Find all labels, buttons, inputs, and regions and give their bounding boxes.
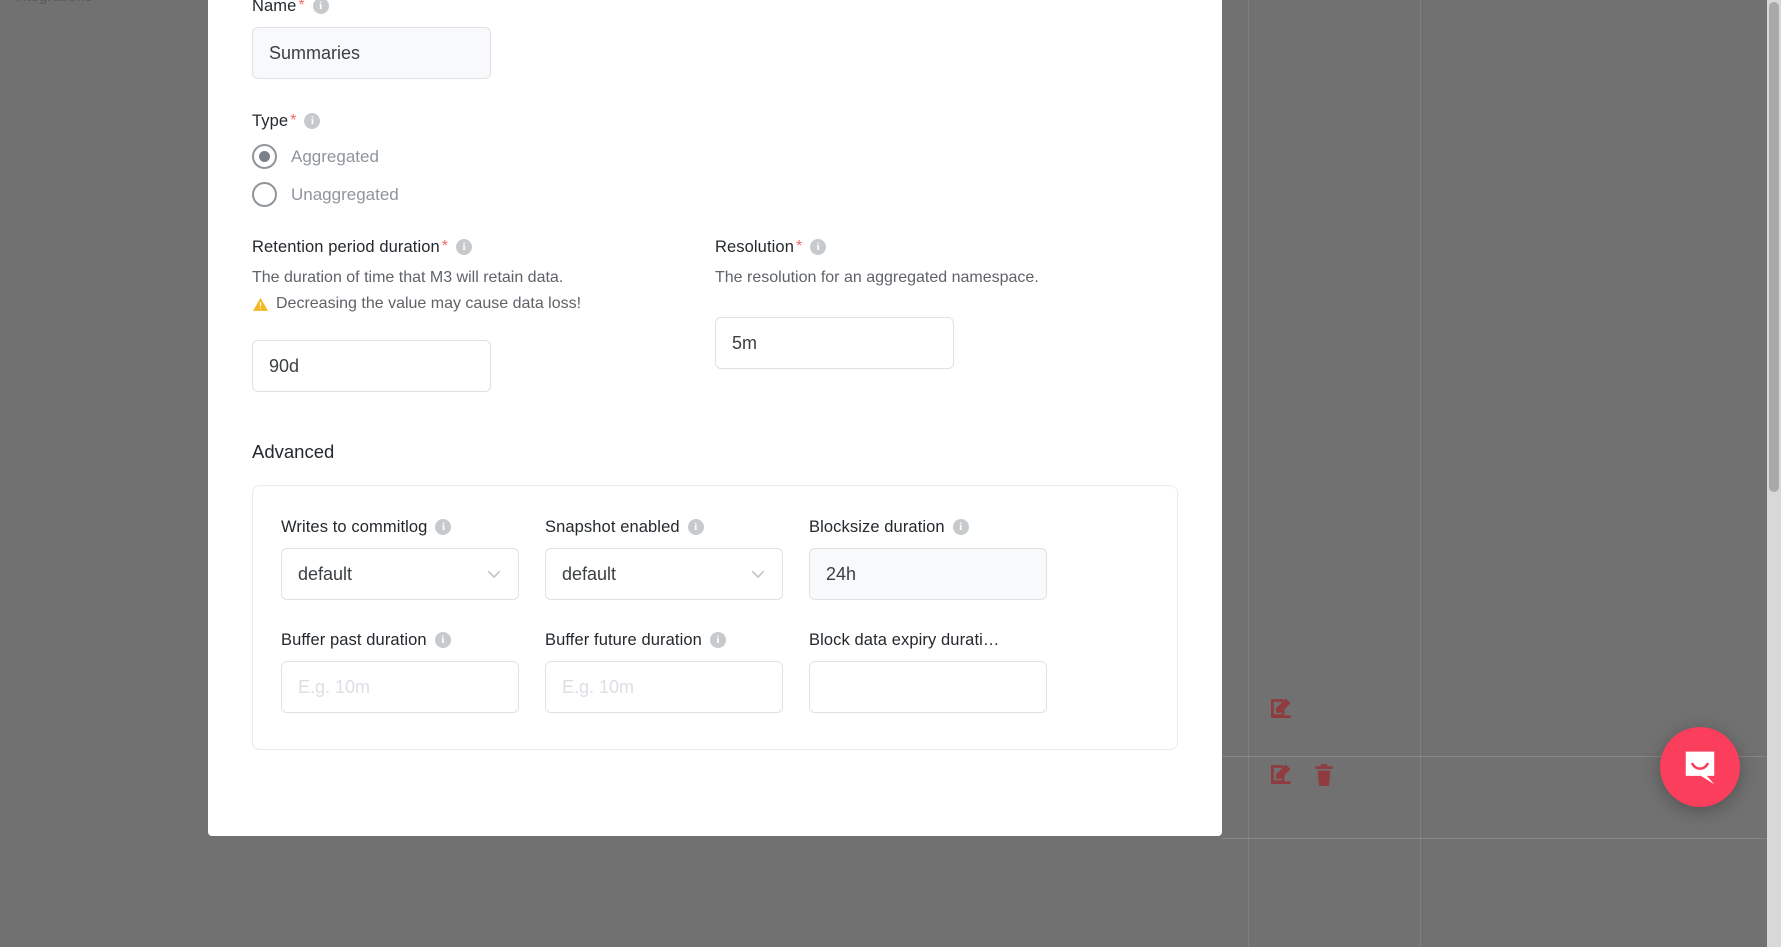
backdrop-partial-label: Integrations	[14, 0, 92, 5]
snapshot-enabled-select[interactable]: default	[545, 548, 783, 600]
namespace-edit-dialog: Name * i Type * i Aggregated	[208, 0, 1222, 836]
label-text: Snapshot enabled	[545, 518, 680, 536]
blocksize-duration-input[interactable]	[809, 548, 1047, 600]
select-value: default	[298, 563, 353, 584]
radio-option-aggregated[interactable]: Aggregated	[252, 144, 1178, 169]
resolution-description: The resolution for an aggregated namespa…	[715, 269, 1039, 286]
retention-input[interactable]	[252, 340, 491, 392]
retention-label-text: Retention period duration	[252, 238, 440, 256]
radio-label: Aggregated	[291, 146, 379, 166]
retention-field-group: Retention period duration * i The durati…	[252, 237, 715, 392]
advanced-section-title: Advanced	[252, 441, 335, 462]
required-marker: *	[795, 238, 803, 255]
type-label-text: Type	[252, 112, 289, 130]
info-icon[interactable]: i	[312, 0, 329, 14]
buffer-past-duration-group: Buffer past duration i	[281, 630, 519, 713]
blocksize-duration-label: Blocksize duration i	[809, 517, 1047, 537]
info-icon[interactable]: i	[456, 239, 473, 255]
info-icon[interactable]: i	[434, 632, 451, 648]
resolution-label: Resolution * i	[715, 237, 1155, 257]
name-label-text: Name	[252, 0, 297, 15]
chevron-down-icon	[487, 570, 501, 578]
type-label: Type * i	[252, 111, 1178, 131]
snapshot-enabled-group: Snapshot enabled i default	[545, 517, 783, 600]
buffer-future-duration-input[interactable]	[545, 661, 783, 713]
info-icon[interactable]: i	[709, 632, 726, 648]
advanced-section: Writes to commitlog i default	[252, 485, 1178, 750]
required-marker: *	[290, 112, 297, 129]
block-data-expiry-duration-group: Block data expiry durati…	[809, 630, 1047, 713]
writes-to-commitlog-select[interactable]: default	[281, 548, 519, 600]
edit-icon[interactable]	[1268, 695, 1294, 721]
writes-to-commitlog-group: Writes to commitlog i default	[281, 517, 519, 600]
backdrop-column-divider	[1420, 0, 1421, 947]
snapshot-enabled-label: Snapshot enabled i	[545, 517, 783, 537]
name-label: Name * i	[252, 0, 1178, 16]
trash-icon[interactable]	[1311, 762, 1337, 788]
retention-label: Retention period duration * i	[252, 237, 715, 257]
retention-warning: Decreasing the value may cause data loss…	[252, 295, 715, 313]
dialog-body: Name * i Type * i Aggregated	[208, 0, 1222, 750]
resolution-label-text: Resolution	[715, 238, 794, 256]
label-text: Buffer future duration	[545, 631, 702, 649]
grid-gap	[519, 517, 545, 600]
label-text: Buffer past duration	[281, 631, 427, 649]
grid-gap	[519, 630, 545, 713]
block-data-expiry-duration-input[interactable]	[809, 661, 1047, 713]
edit-icon[interactable]	[1268, 761, 1294, 787]
backdrop-column-divider	[1248, 0, 1249, 947]
info-icon[interactable]: i	[687, 519, 704, 535]
blocksize-duration-group: Blocksize duration i	[809, 517, 1047, 600]
buffer-past-duration-label: Buffer past duration i	[281, 630, 519, 650]
resolution-field-group: Resolution * i The resolution for an agg…	[715, 237, 1155, 392]
grid-gap	[783, 517, 809, 600]
retention-description: The duration of time that M3 will retain…	[252, 269, 564, 286]
name-input[interactable]	[252, 27, 491, 79]
backdrop-row-divider	[1222, 756, 1767, 757]
select-value: default	[562, 563, 617, 584]
buffer-future-duration-group: Buffer future duration i	[545, 630, 783, 713]
grid-gap	[783, 630, 809, 713]
name-field-group: Name * i	[252, 0, 1178, 79]
info-icon[interactable]: i	[952, 519, 969, 535]
retention-resolution-row: Retention period duration * i The durati…	[252, 237, 1178, 392]
backdrop-row-divider	[1222, 838, 1767, 839]
label-text: Writes to commitlog	[281, 518, 428, 536]
radio-label: Unaggregated	[291, 184, 399, 204]
info-icon[interactable]: i	[304, 113, 321, 129]
label-text: Blocksize duration	[809, 518, 945, 536]
chevron-down-icon	[751, 570, 765, 578]
type-field-group: Type * i Aggregated Unaggregated	[252, 111, 1178, 207]
page-scrollbar-thumb[interactable]	[1769, 2, 1779, 492]
retention-warning-text: Decreasing the value may cause data loss…	[276, 295, 582, 312]
radio-button-selected[interactable]	[252, 144, 277, 169]
advanced-grid: Writes to commitlog i default	[281, 517, 1149, 713]
intercom-launcher[interactable]	[1660, 727, 1740, 807]
required-marker: *	[298, 0, 305, 14]
block-data-expiry-duration-label: Block data expiry durati…	[809, 630, 1047, 650]
resolution-input[interactable]	[715, 317, 954, 369]
writes-to-commitlog-label: Writes to commitlog i	[281, 517, 519, 537]
info-icon[interactable]: i	[435, 519, 452, 535]
buffer-future-duration-label: Buffer future duration i	[545, 630, 783, 650]
radio-option-unaggregated[interactable]: Unaggregated	[252, 182, 1178, 207]
buffer-past-duration-input[interactable]	[281, 661, 519, 713]
chat-bubble-icon	[1685, 751, 1715, 785]
info-icon[interactable]: i	[810, 239, 827, 255]
warning-triangle-icon	[252, 297, 269, 311]
radio-button-unselected[interactable]	[252, 182, 277, 207]
label-text: Block data expiry durati…	[809, 631, 1000, 649]
page-scrollbar[interactable]	[1767, 0, 1781, 947]
required-marker: *	[441, 238, 449, 255]
